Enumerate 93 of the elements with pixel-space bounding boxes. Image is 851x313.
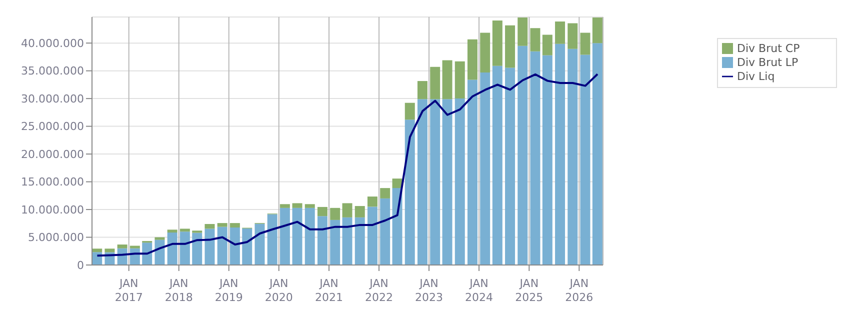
line-series <box>96 73 599 257</box>
bar <box>330 208 340 220</box>
bar <box>204 228 215 265</box>
x-tick-label: JAN 2025 <box>515 277 544 304</box>
x-tick-label: JAN 2023 <box>415 277 444 304</box>
bar <box>518 46 528 265</box>
bar <box>367 206 378 265</box>
y-tick-label: 5.000.000 <box>28 231 84 244</box>
bar <box>254 224 265 265</box>
bar <box>467 80 478 265</box>
x-tick-label: JAN 2022 <box>365 277 394 304</box>
bar <box>304 204 315 208</box>
bar <box>217 223 228 227</box>
bar <box>317 206 328 216</box>
bar <box>480 72 490 265</box>
bar <box>167 232 178 265</box>
bar <box>404 102 415 120</box>
bar <box>192 232 202 265</box>
y-tick-label: 25.000.000 <box>21 120 84 134</box>
bar <box>180 228 190 232</box>
bar <box>454 61 465 99</box>
bar <box>280 204 290 208</box>
x-tick-label: JAN 2018 <box>164 277 193 304</box>
bar <box>442 60 452 100</box>
bar <box>454 98 465 265</box>
bar <box>568 48 578 265</box>
bar <box>592 43 602 265</box>
bar <box>180 232 190 265</box>
bar <box>267 214 278 265</box>
bar <box>555 21 566 44</box>
bar <box>354 217 365 265</box>
y-tick-label: 15.000.000 <box>21 176 84 189</box>
bar <box>480 32 490 72</box>
bar <box>568 23 578 49</box>
bar <box>505 68 516 265</box>
legend-label: Div Brut LP <box>737 56 798 69</box>
bar <box>230 223 240 228</box>
x-tick-label: JAN 2021 <box>315 277 344 304</box>
bar <box>330 220 340 265</box>
x-tick-label: JAN 2019 <box>214 277 243 304</box>
bar <box>292 203 302 208</box>
x-tick-label: JAN 2024 <box>465 277 494 304</box>
bar <box>92 248 102 252</box>
x-tick-label: JAN 2017 <box>114 277 143 304</box>
bar <box>280 208 290 265</box>
bar <box>380 188 390 198</box>
bar <box>167 230 178 233</box>
bar <box>204 224 215 229</box>
bar <box>117 244 128 248</box>
bar <box>304 208 315 265</box>
bar <box>380 198 390 265</box>
legend-label: Div Liq <box>737 70 775 83</box>
bar <box>555 44 566 265</box>
bar <box>154 237 165 240</box>
y-tick-label: 35.000.000 <box>21 64 84 78</box>
bar <box>530 28 540 52</box>
bar <box>417 99 428 265</box>
bar <box>292 208 302 265</box>
x-tick-label: JAN 2020 <box>264 277 293 304</box>
bar <box>530 51 540 265</box>
y-tick-label: 40.000.000 <box>21 36 84 50</box>
bar <box>542 34 552 56</box>
bar <box>230 227 240 265</box>
bar <box>518 18 528 46</box>
bar <box>492 66 502 265</box>
bar <box>542 55 552 265</box>
x-tick-label: JAN 2026 <box>565 277 594 304</box>
bar <box>580 32 590 55</box>
bar <box>367 196 378 207</box>
bar <box>417 81 428 100</box>
bar <box>430 99 440 265</box>
legend-label: Div Brut CP <box>737 42 800 55</box>
bar <box>505 25 516 68</box>
bar <box>492 20 502 66</box>
bar <box>104 248 115 252</box>
bar <box>342 203 352 218</box>
bar <box>430 66 440 100</box>
bar <box>467 39 478 80</box>
bar <box>242 228 252 265</box>
bar <box>354 206 365 218</box>
bar <box>317 216 328 265</box>
y-tick-label: 0 <box>77 258 84 272</box>
y-tick-label: 30.000.000 <box>21 92 84 106</box>
y-tick-label: 20.000.000 <box>21 148 84 161</box>
bar <box>442 99 452 265</box>
bar <box>392 188 402 265</box>
bar <box>404 120 415 265</box>
y-tick-label: 10.000.000 <box>21 203 84 216</box>
bar <box>592 18 602 44</box>
bar <box>217 226 228 265</box>
bar <box>342 217 352 265</box>
bar <box>580 54 590 265</box>
bar <box>130 246 140 248</box>
